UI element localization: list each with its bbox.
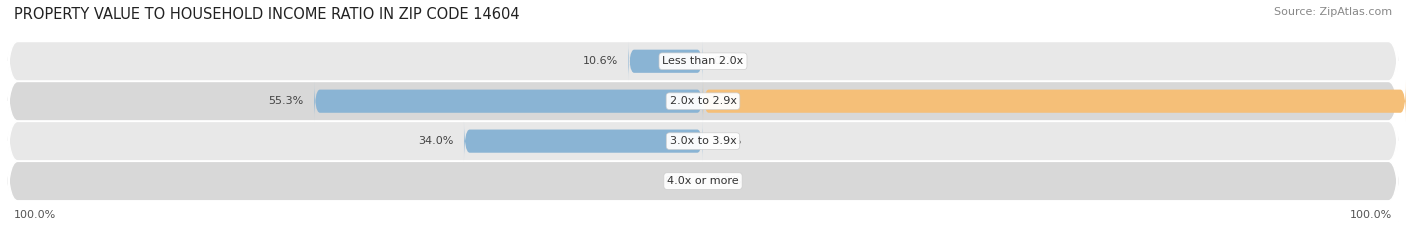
Text: PROPERTY VALUE TO HOUSEHOLD INCOME RATIO IN ZIP CODE 14604: PROPERTY VALUE TO HOUSEHOLD INCOME RATIO… (14, 7, 520, 22)
Text: 3.0x to 3.9x: 3.0x to 3.9x (669, 136, 737, 146)
FancyBboxPatch shape (703, 81, 1406, 122)
FancyBboxPatch shape (7, 141, 1399, 221)
Text: 10.6%: 10.6% (582, 56, 619, 66)
Text: 100.0%: 100.0% (1350, 210, 1392, 220)
Text: Less than 2.0x: Less than 2.0x (662, 56, 744, 66)
Text: 34.0%: 34.0% (418, 136, 453, 146)
FancyBboxPatch shape (7, 101, 1399, 181)
Text: 55.3%: 55.3% (269, 96, 304, 106)
FancyBboxPatch shape (7, 61, 1399, 141)
Text: 4.0x or more: 4.0x or more (668, 176, 738, 186)
FancyBboxPatch shape (7, 21, 1399, 101)
Text: 0.0%: 0.0% (713, 176, 742, 186)
Text: 0.0%: 0.0% (713, 136, 742, 146)
FancyBboxPatch shape (315, 81, 703, 122)
Text: 0.0%: 0.0% (664, 176, 693, 186)
Text: Source: ZipAtlas.com: Source: ZipAtlas.com (1274, 7, 1392, 17)
Text: 2.0x to 2.9x: 2.0x to 2.9x (669, 96, 737, 106)
Text: 0.0%: 0.0% (713, 56, 742, 66)
FancyBboxPatch shape (628, 41, 703, 82)
FancyBboxPatch shape (464, 121, 703, 161)
Text: 100.0%: 100.0% (14, 210, 56, 220)
